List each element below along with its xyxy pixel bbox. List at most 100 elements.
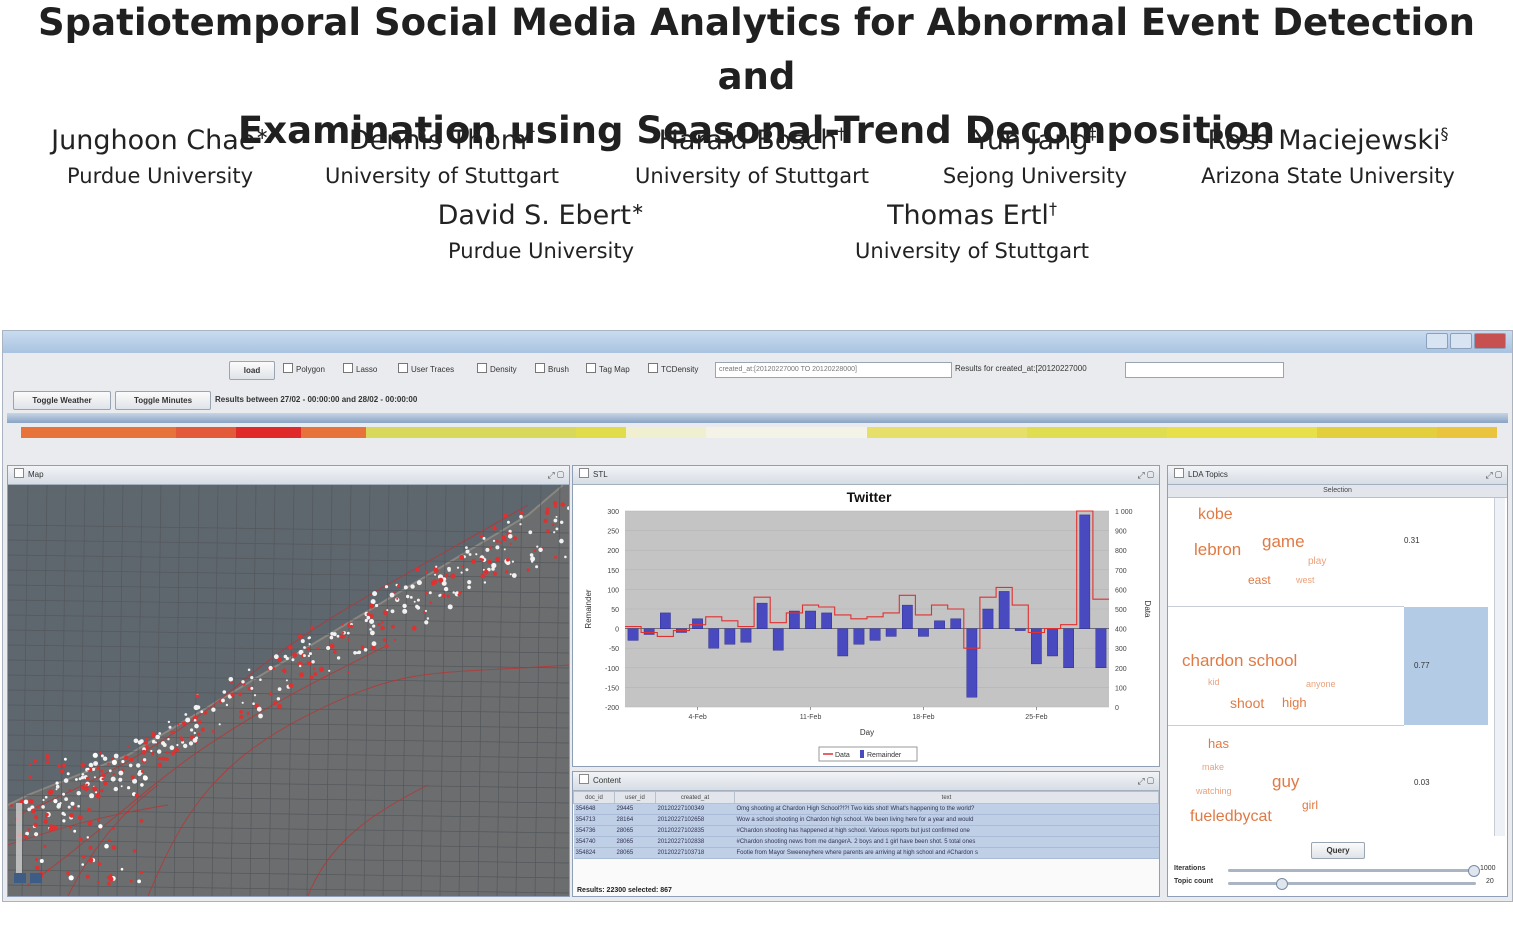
topic-row[interactable]: has make watching guy girl fueledbycat 0… — [1168, 726, 1430, 836]
map-tweet-point — [129, 879, 133, 883]
topic-count-slider[interactable] — [1228, 878, 1476, 890]
remainder-bar — [643, 628, 655, 635]
toggle-minutes-button[interactable]: Toggle Minutes — [115, 391, 211, 410]
toggle-weather-button[interactable]: Toggle Weather — [13, 391, 111, 410]
table-row[interactable]: 354648 29445 20120227100349 Omg shooting at… — [573, 803, 1159, 815]
map-tweet-point — [416, 580, 422, 586]
y2-tick-label: 1 000 — [1115, 509, 1133, 516]
column-header[interactable]: doc_id — [573, 791, 615, 804]
topic-score: 0.03 — [1414, 778, 1430, 787]
iterations-slider-thumb[interactable] — [1468, 865, 1480, 877]
iterations-value: 1000 — [1480, 865, 1496, 872]
iterations-slider[interactable] — [1228, 865, 1480, 877]
map-tweet-point — [457, 593, 461, 597]
y2-tick-label: 900 — [1115, 529, 1127, 536]
lda-topic-list: Selection kobe lebron game east play wes… — [1168, 485, 1507, 896]
map-tweet-point — [346, 631, 350, 635]
map-panel-header: Map ⤢ ▢ — [8, 466, 569, 485]
map-tweet-point — [167, 738, 170, 741]
panel-window-icon[interactable]: ⤢ ▢ — [547, 470, 564, 480]
checkbox-user-traces[interactable]: User Traces — [398, 363, 454, 377]
map-tweet-point — [190, 728, 194, 732]
query-button[interactable]: Query — [1311, 842, 1365, 859]
panel-window-icon[interactable]: ⤢ ▢ — [1485, 470, 1502, 480]
map-tweet-point — [239, 710, 244, 714]
map-tweet-point — [100, 769, 104, 773]
map-view[interactable] — [8, 485, 569, 896]
minimize-icon[interactable] — [1426, 333, 1448, 349]
map-tweet-point — [41, 805, 45, 809]
map-tweet-point — [97, 862, 102, 866]
map-tweet-point — [285, 679, 288, 682]
column-header[interactable]: created_at — [655, 791, 735, 804]
heat-strip-segment — [176, 427, 237, 438]
maximize-icon[interactable] — [1450, 333, 1472, 349]
map-tweet-point — [62, 763, 67, 768]
x-tick-label: 25-Feb — [1025, 714, 1047, 721]
map-tweet-point — [306, 661, 312, 666]
checkbox-tcdensity[interactable]: TCDensity — [648, 363, 698, 377]
checkbox-density[interactable]: Density — [477, 363, 517, 377]
author-block: Harald Bosch† University of Stuttgart — [602, 124, 902, 191]
column-header[interactable]: text — [734, 791, 1159, 804]
map-tweet-point — [118, 770, 124, 776]
heat-strip-segment — [1436, 427, 1497, 438]
map-tweet-point — [369, 614, 374, 619]
map-tweet-point — [560, 502, 565, 507]
table-row[interactable]: 354740 28065 20120227102838 #Chardon shooti… — [573, 836, 1159, 848]
time-slider[interactable] — [7, 413, 1508, 443]
remainder-bar — [772, 628, 784, 651]
map-tweet-point — [554, 505, 557, 508]
topic-count-slider-thumb[interactable] — [1276, 878, 1288, 890]
map-tweet-point — [285, 656, 289, 661]
map-tweet-point — [380, 625, 385, 631]
map-tweet-point — [465, 549, 470, 554]
map-tweet-point — [530, 560, 534, 563]
map-tweet-point — [389, 592, 395, 598]
map-tweet-point — [553, 518, 558, 523]
map-tweet-point — [268, 665, 273, 671]
close-icon[interactable] — [1474, 333, 1506, 349]
checkbox-polygon[interactable]: Polygon — [283, 363, 325, 377]
map-tweet-point — [102, 756, 108, 761]
map-tweet-point — [483, 569, 489, 575]
stl-chart[interactable]: Twitter 300 250 200 150 100 50 0 -50 -100 -150 -20… — [573, 485, 1159, 766]
map-tweet-point — [526, 568, 530, 572]
topic-row-selected[interactable]: chardon school kid shoot high anyone 0.7… — [1168, 607, 1430, 726]
content-table[interactable]: doc_id user_id created_at text 354648 294… — [573, 791, 1159, 859]
map-panel: Map ⤢ ▢ — [7, 465, 570, 897]
remainder-bar — [982, 608, 994, 629]
map-tweet-point — [155, 741, 157, 744]
panel-window-icon[interactable]: ⤢ ▢ — [1137, 776, 1154, 786]
map-tweet-point — [529, 553, 534, 557]
map-tweet-point — [339, 634, 344, 639]
table-row[interactable]: 354736 28065 20120227102835 #Chardon shooti… — [573, 825, 1159, 837]
panel-window-icon[interactable]: ⤢ ▢ — [1137, 470, 1154, 480]
map-tweet-point — [273, 654, 279, 660]
lda-scrollbar[interactable] — [1494, 498, 1505, 836]
checkbox-tag-map[interactable]: Tag Map — [586, 363, 630, 377]
time-slider-bar[interactable] — [7, 413, 1508, 423]
checkbox-brush[interactable]: Brush — [535, 363, 569, 377]
data-series-line — [625, 510, 1109, 649]
map-tweet-point — [299, 672, 305, 678]
results-field[interactable] — [1125, 362, 1284, 378]
load-button[interactable]: load — [229, 361, 275, 380]
topic-row[interactable]: kobe lebron game east play west 0.31 — [1168, 498, 1420, 607]
map-tweet-point — [203, 711, 208, 715]
map-tweet-point — [538, 547, 543, 552]
y-tick-label: 0 — [615, 627, 619, 634]
map-tweet-point — [69, 826, 72, 829]
map-tweet-point — [382, 638, 387, 642]
map-tweet-point — [369, 628, 372, 631]
map-tweet-point — [369, 619, 375, 624]
query-field[interactable]: created_at:[20120227000 TO 20120228000] — [715, 362, 952, 378]
table-row[interactable]: 354713 28164 20120227102658 Wow a school sh… — [573, 814, 1159, 826]
table-row[interactable]: 354824 28065 20120227103718 Footie from May… — [573, 847, 1159, 859]
author-affiliation: Arizona State University — [1201, 164, 1455, 188]
column-header[interactable]: user_id — [614, 791, 656, 804]
map-tweet-point — [297, 661, 303, 667]
checkbox-lasso[interactable]: Lasso — [343, 363, 377, 377]
author-name: David S. Ebert — [437, 200, 631, 231]
map-tweet-point — [423, 610, 426, 614]
